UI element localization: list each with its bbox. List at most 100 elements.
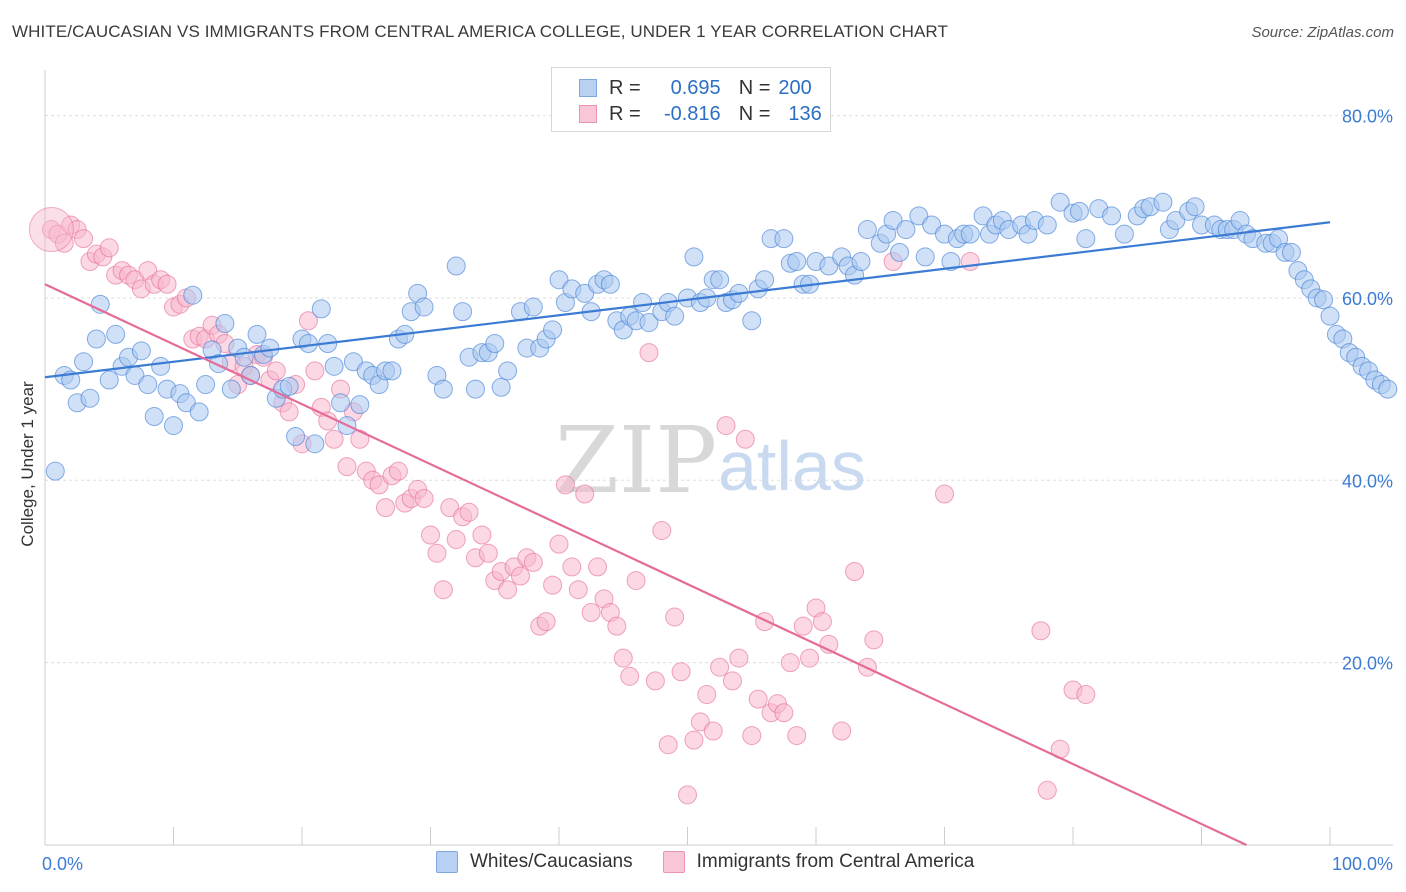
x-tick-label: 0.0%	[42, 854, 83, 874]
blue-point	[883, 210, 903, 230]
blue-point	[1281, 242, 1301, 262]
pink-point-large	[28, 207, 74, 253]
y-tick-label: 60.0%	[1342, 289, 1393, 309]
blue-point	[973, 206, 993, 226]
blue-point	[543, 320, 563, 340]
pink-point	[498, 580, 518, 600]
pink-point	[722, 671, 742, 691]
blue-point	[774, 229, 794, 249]
y-tick-label: 20.0%	[1342, 654, 1393, 674]
blue-point	[80, 388, 100, 408]
blue-point	[350, 395, 370, 415]
blue-point	[498, 361, 518, 381]
blue-point	[279, 376, 299, 396]
legend-r-label: R =	[609, 76, 641, 99]
blue-point	[247, 324, 267, 344]
pink-point	[562, 557, 582, 577]
blue-point	[600, 274, 620, 294]
blue-point	[787, 251, 807, 271]
blue-point	[74, 352, 94, 372]
blue-point	[1320, 306, 1340, 326]
pink-point	[472, 525, 492, 545]
pink-point	[510, 566, 530, 586]
blue-point	[1166, 210, 1186, 230]
blue-point	[183, 285, 203, 305]
blue-point	[382, 361, 402, 381]
blue-point	[1378, 379, 1398, 399]
pink-point	[568, 580, 588, 600]
blue-point	[241, 365, 261, 385]
pink-point	[793, 616, 813, 636]
blue-point	[414, 297, 434, 317]
blue-point	[941, 251, 961, 271]
blue-point	[549, 270, 569, 290]
legend-blue-r: 0.695	[670, 76, 721, 99]
blue-point	[633, 293, 653, 312]
y-tick-label: 40.0%	[1342, 471, 1393, 491]
pink-point	[588, 557, 608, 577]
blue-point	[176, 393, 196, 413]
blue-point	[922, 215, 942, 235]
pink-point	[266, 361, 286, 381]
chart-title: WHITE/CAUCASIAN VS IMMIGRANTS FROM CENTR…	[12, 22, 948, 41]
pink-point	[787, 726, 807, 746]
blue-point	[196, 375, 216, 395]
blue-point	[45, 461, 65, 481]
pink-point	[780, 653, 800, 673]
pink-trend-line	[44, 283, 1247, 846]
pink-point	[748, 689, 768, 709]
pink-point	[1076, 685, 1096, 705]
blue-point	[1050, 192, 1070, 212]
blue-point	[221, 379, 241, 399]
pink-point	[626, 571, 646, 591]
pink-point	[645, 671, 665, 691]
source-credit: Source: ZipAtlas.com	[1251, 24, 1394, 41]
blue-point	[742, 311, 762, 331]
legend-n-label: N =	[738, 102, 771, 125]
y-tick-label: 80.0%	[1342, 107, 1393, 127]
blue-trend-line	[44, 221, 1331, 379]
pink-point	[549, 534, 569, 554]
pink-point	[652, 520, 672, 540]
pink-point	[960, 251, 980, 271]
blue-point	[465, 379, 485, 399]
blue-point	[1069, 201, 1089, 221]
blue-point	[106, 324, 126, 344]
blue-point	[331, 393, 351, 413]
y-axis-label: College, Under 1 year	[18, 381, 37, 547]
blue-point	[710, 270, 730, 290]
blue-point	[260, 338, 280, 358]
pink-point	[1037, 780, 1057, 800]
blue-point	[890, 242, 910, 262]
blue-point	[305, 434, 325, 454]
pink-point	[710, 657, 730, 677]
pink-point	[318, 411, 338, 431]
pink-point	[440, 498, 460, 518]
pink-point	[427, 543, 447, 563]
pink-point	[639, 343, 659, 363]
watermark: ZIP atlas	[555, 407, 866, 514]
pink-point	[298, 311, 318, 331]
pink-point	[774, 703, 794, 723]
pink-point	[388, 461, 408, 481]
pink-point	[607, 616, 627, 636]
pink-point	[703, 721, 723, 741]
pink-point	[742, 726, 762, 746]
pink-swatch	[579, 105, 597, 123]
blue-point	[1076, 229, 1096, 249]
pink-point	[337, 457, 357, 477]
legend-row-blue: R = 0.695 N = 200	[552, 75, 812, 101]
blue-point	[851, 251, 871, 271]
pink-point	[716, 416, 736, 436]
pink-point	[433, 580, 453, 600]
pink-point	[478, 543, 498, 563]
tick-labels: 20.0% 40.0% 60.0% 80.0% 0.0% 100.0%	[42, 107, 1393, 874]
blue-point	[755, 270, 775, 290]
pink-point	[543, 575, 563, 595]
blue-point	[523, 297, 543, 317]
pink-point	[99, 238, 119, 258]
pink-point	[376, 498, 396, 518]
blue-point	[915, 247, 935, 267]
pink-point	[324, 429, 344, 449]
